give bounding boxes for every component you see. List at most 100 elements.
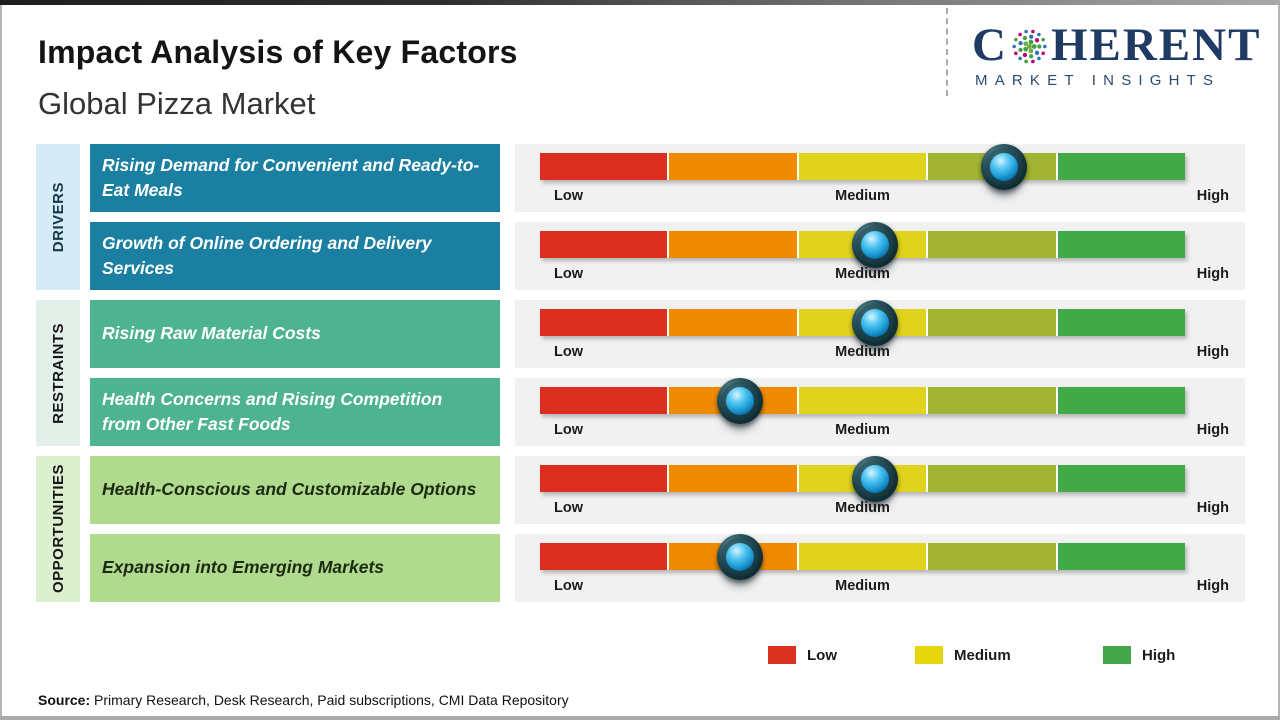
globe-o-icon: [1012, 29, 1047, 64]
scale-label-high: High: [1196, 578, 1229, 594]
legend-swatch-low: [768, 646, 796, 664]
factor-box: Health-Conscious and Customizable Option…: [90, 456, 500, 524]
bar-segment-low-medium: [669, 465, 797, 492]
category-label-opportunities: OPPORTUNITIES: [49, 464, 67, 594]
impact-matrix: DRIVERS RESTRAINTS OPPORTUNITIES Rising …: [36, 143, 1245, 602]
impact-scale-panel: Low Medium High: [515, 221, 1245, 290]
scale-label-low: Low: [554, 422, 583, 438]
scale-label-low: Low: [554, 500, 583, 516]
scale-label-high: High: [1196, 344, 1229, 360]
factor-box: Rising Raw Material Costs: [90, 300, 500, 368]
category-strip-drivers: DRIVERS: [36, 144, 80, 290]
brand-letter-c: C: [972, 19, 1008, 71]
category-strip-restraints: RESTRAINTS: [36, 300, 80, 446]
bar-segment-low: [540, 309, 668, 336]
bar-segment-low: [540, 231, 668, 258]
factor-text: Rising Demand for Convenient and Ready-t…: [102, 154, 480, 200]
scale-label-low: Low: [554, 578, 583, 594]
scale-labels: Low Medium High: [540, 578, 1229, 598]
category-strip-opportunities: OPPORTUNITIES: [36, 456, 80, 602]
impact-scale-panel: Low Medium High: [515, 455, 1245, 524]
impact-scale-panel: Low Medium High: [515, 299, 1245, 368]
logo-divider-dashed-line: [946, 8, 948, 96]
bar-segment-medium-high: [928, 231, 1056, 258]
source-label: Source:: [38, 692, 91, 708]
source-text: Primary Research, Desk Research, Paid su…: [90, 692, 569, 708]
scale-label-medium: Medium: [835, 344, 890, 360]
scale-label-low: Low: [554, 344, 583, 360]
page-subtitle: Global Pizza Market: [38, 86, 316, 121]
window-top-edge: [0, 0, 1280, 5]
factor-text: Health Concerns and Rising Competition f…: [102, 388, 443, 434]
scale-label-low: Low: [554, 266, 583, 282]
impact-scale-panel: Low Medium High: [515, 143, 1245, 212]
factor-box: Health Concerns and Rising Competition f…: [90, 378, 500, 446]
impact-marker: [716, 533, 763, 580]
legend-label-high: High: [1142, 646, 1176, 664]
scale-label-medium: Medium: [835, 188, 890, 204]
impact-marker: [852, 299, 899, 346]
impact-scale-panel: Low Medium High: [515, 377, 1245, 446]
scale-label-low: Low: [554, 188, 583, 204]
scale-label-high: High: [1196, 188, 1229, 204]
bar-segment-low: [540, 543, 668, 570]
scale-label-high: High: [1196, 500, 1229, 516]
source-line: Source: Primary Research, Desk Research,…: [38, 692, 569, 708]
legend-label-medium: Medium: [954, 646, 1011, 664]
legend-label-low: Low: [807, 646, 837, 664]
bar-segment-low-medium: [669, 309, 797, 336]
impact-marker: [852, 455, 899, 502]
impact-scale-bar: [540, 533, 1186, 580]
bar-segment-high: [1057, 153, 1186, 180]
bar-segment-high: [1057, 309, 1186, 336]
impact-scale-bar: [540, 143, 1186, 190]
bar-segment-medium: [798, 543, 927, 570]
bar-segment-low-medium: [669, 153, 797, 180]
impact-marker: [716, 377, 763, 424]
factor-box: Growth of Online Ordering and Delivery S…: [90, 222, 500, 290]
bar-segment-medium: [798, 153, 927, 180]
legend-item-high: High: [1103, 646, 1175, 664]
bar-segment-medium-high: [928, 465, 1056, 492]
bar-segment-medium: [798, 387, 927, 414]
brand-wordmark: C HERENT: [972, 22, 1264, 69]
factor-box: Expansion into Emerging Markets: [90, 534, 500, 602]
category-label-restraints: RESTRAINTS: [49, 322, 67, 424]
impact-scale-bar: [540, 455, 1186, 502]
bar-segment-high: [1057, 231, 1186, 258]
impact-scale-bar: [540, 299, 1186, 346]
factor-text: Health-Conscious and Customizable Option…: [102, 479, 477, 500]
scale-label-medium: Medium: [835, 578, 890, 594]
factor-text: Rising Raw Material Costs: [102, 323, 321, 344]
scale-label-medium: Medium: [835, 500, 890, 516]
scale-labels: Low Medium High: [540, 344, 1229, 364]
impact-scale-bar: [540, 377, 1186, 424]
scale-label-medium: Medium: [835, 422, 890, 438]
factor-text: Growth of Online Ordering and Delivery S…: [102, 232, 432, 278]
legend-item-low: Low: [768, 646, 837, 664]
scale-labels: Low Medium High: [540, 188, 1229, 208]
bar-segment-low: [540, 465, 668, 492]
scale-label-medium: Medium: [835, 266, 890, 282]
impact-scale-panel: Low Medium High: [515, 533, 1245, 602]
scale-label-high: High: [1196, 422, 1229, 438]
brand-logo: C HERENT MARKET INSIGHTS: [972, 22, 1264, 90]
scale-labels: Low Medium High: [540, 422, 1229, 442]
bar-segment-medium-high: [928, 309, 1056, 336]
scale-labels: Low Medium High: [540, 500, 1229, 520]
bar-segment-low-medium: [669, 231, 797, 258]
brand-rest: HERENT: [1050, 19, 1262, 71]
factor-text: Expansion into Emerging Markets: [102, 557, 384, 578]
scale-labels: Low Medium High: [540, 266, 1229, 286]
bar-segment-low: [540, 153, 668, 180]
impact-scale-bar: [540, 221, 1186, 268]
bar-segment-high: [1057, 465, 1186, 492]
brand-tagline: MARKET INSIGHTS: [975, 72, 1221, 89]
bar-segment-medium-high: [928, 387, 1056, 414]
bar-segment-low: [540, 387, 668, 414]
legend-swatch-medium: [915, 646, 943, 664]
legend-item-medium: Medium: [915, 646, 1011, 664]
bar-segment-high: [1057, 387, 1186, 414]
impact-marker: [981, 143, 1028, 190]
